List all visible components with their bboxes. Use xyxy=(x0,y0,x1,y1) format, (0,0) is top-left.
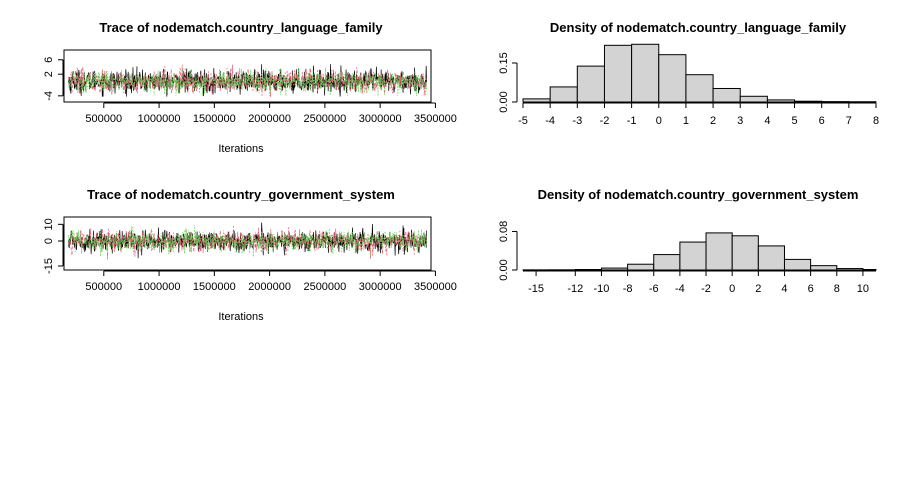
x-tick-label: 500000 xyxy=(85,113,122,125)
histogram-bar xyxy=(627,263,655,271)
x-tick-label: 3000000 xyxy=(359,113,402,125)
x-tick-label: 1 xyxy=(683,115,689,127)
x-tick-label: 4 xyxy=(764,115,770,127)
histogram-bar xyxy=(739,95,768,103)
density-panel-3: Density of nodematch.country_government_… xyxy=(498,187,877,295)
histogram-bar xyxy=(810,265,838,271)
x-tick-label: 6 xyxy=(808,283,814,295)
chart-title: Trace of nodematch.country_language_fami… xyxy=(99,20,383,35)
histogram-bar xyxy=(679,241,707,271)
x-tick-label: 0 xyxy=(729,283,735,295)
y-tick-label: 2 xyxy=(43,71,55,77)
x-tick-label: -3 xyxy=(572,115,582,127)
trace-series-3 xyxy=(68,224,427,258)
x-tick-label: -4 xyxy=(545,115,555,127)
histogram-bar xyxy=(705,232,733,271)
y-tick-label: 0.08 xyxy=(498,221,510,242)
x-tick-label: 2000000 xyxy=(248,113,291,125)
histogram-bar xyxy=(549,86,578,103)
y-tick-label: 0.15 xyxy=(498,52,510,73)
x-tick-label: 7 xyxy=(846,115,852,127)
histogram-bar xyxy=(603,44,633,103)
y-tick-label: 6 xyxy=(43,57,55,63)
x-tick-label: -2 xyxy=(701,283,711,295)
x-axis-label: Iterations xyxy=(218,311,264,323)
histogram-bar xyxy=(783,258,812,271)
x-tick-label: 4 xyxy=(781,283,787,295)
histogram-bar xyxy=(576,65,605,103)
x-tick-label: 5 xyxy=(791,115,797,127)
x-tick-label: 2500000 xyxy=(303,113,346,125)
x-tick-label: -5 xyxy=(518,115,528,127)
x-tick-label: 8 xyxy=(834,283,840,295)
trace-series-2 xyxy=(68,225,427,260)
x-tick-label: 6 xyxy=(819,115,825,127)
x-tick-label: 2 xyxy=(710,115,716,127)
chart-title: Trace of nodematch.country_government_sy… xyxy=(87,187,395,202)
x-tick-label: 3500000 xyxy=(414,113,457,125)
y-tick-label: 0.00 xyxy=(498,259,510,280)
histogram-bar xyxy=(766,99,796,103)
y-tick-label: -4 xyxy=(43,91,55,101)
y-tick-label: 0.00 xyxy=(498,91,510,112)
x-tick-label: 1500000 xyxy=(193,113,236,125)
x-tick-label: 10 xyxy=(857,283,869,295)
x-tick-label: -12 xyxy=(567,283,583,295)
x-tick-label: 0 xyxy=(656,115,662,127)
x-tick-label: -1 xyxy=(627,115,637,127)
plot-frame xyxy=(63,216,432,271)
histogram-bar xyxy=(653,254,681,271)
x-tick-label: -2 xyxy=(600,115,610,127)
x-tick-label: 2500000 xyxy=(303,281,346,293)
trace-panel-2: Trace of nodematch.country_government_sy… xyxy=(43,187,457,323)
x-tick-label: 1000000 xyxy=(138,113,181,125)
x-tick-label: -10 xyxy=(593,283,609,295)
x-tick-label: 2 xyxy=(755,283,761,295)
histogram-bar xyxy=(631,43,660,103)
histogram-bar xyxy=(685,74,714,103)
y-tick-label: -15 xyxy=(43,258,55,274)
histogram-bar xyxy=(757,245,785,271)
x-tick-label: 3 xyxy=(737,115,743,127)
x-tick-label: 500000 xyxy=(85,281,122,293)
histogram-bar xyxy=(712,87,741,103)
histogram-bar xyxy=(794,100,823,103)
histogram-bar xyxy=(731,235,759,271)
chart-title: Density of nodematch.country_government_… xyxy=(538,187,859,202)
histogram-bar xyxy=(836,268,864,271)
x-tick-label: 3000000 xyxy=(359,281,402,293)
x-tick-label: -15 xyxy=(528,283,544,295)
chart-title: Density of nodematch.country_language_fa… xyxy=(550,20,847,35)
histogram-bar xyxy=(658,54,687,103)
y-tick-label: 0 xyxy=(43,238,55,244)
histogram-bar xyxy=(600,267,629,271)
y-tick-label: 10 xyxy=(43,218,55,230)
x-tick-label: -6 xyxy=(649,283,659,295)
x-tick-label: 1000000 xyxy=(138,281,181,293)
x-tick-label: 2000000 xyxy=(248,281,291,293)
trace-series-3 xyxy=(68,66,427,96)
x-tick-label: -8 xyxy=(623,283,633,295)
plot-frame xyxy=(63,49,432,103)
density-panel-1: Density of nodematch.country_language_fa… xyxy=(498,20,879,127)
x-tick-label: 8 xyxy=(873,115,879,127)
histogram-bar xyxy=(522,98,551,103)
trace-series-1 xyxy=(68,222,427,259)
x-axis-label: Iterations xyxy=(218,143,264,155)
trace-panel-0: Trace of nodematch.country_language_fami… xyxy=(43,20,457,155)
x-tick-label: 3500000 xyxy=(414,281,457,293)
x-tick-label: -4 xyxy=(675,283,685,295)
x-tick-label: 1500000 xyxy=(193,281,236,293)
